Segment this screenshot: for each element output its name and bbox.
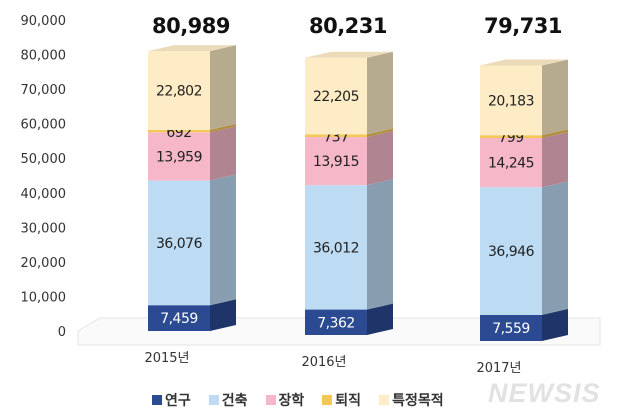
newsis-watermark: NEWSIS [488, 378, 601, 408]
y-tick-label: 10,000 [21, 290, 67, 305]
y-tick-label: 90,000 [21, 14, 67, 29]
bar-segment-side [542, 59, 568, 136]
bar-top-face [305, 51, 393, 58]
legend-label: 특정목적 [392, 393, 444, 409]
bar-value-label: 20,183 [488, 93, 534, 109]
bar-segment-front [148, 305, 210, 331]
bar-value-label: 7,459 [160, 311, 198, 327]
bar-segment-front [305, 137, 367, 186]
legend-swatch [208, 395, 219, 405]
bar-segment-front [305, 309, 367, 335]
bar-segment-side [210, 299, 236, 331]
bar-value-label: 14,245 [488, 156, 534, 172]
x-category-label: 2017년 [476, 361, 521, 376]
bar-total-label: 79,731 [484, 14, 562, 38]
bar-value-label: 7,362 [317, 315, 355, 331]
bar-top-face [148, 45, 236, 52]
bar-segment-side [542, 308, 568, 341]
bar-value-label: 22,802 [156, 84, 202, 100]
y-tick-label: 60,000 [21, 118, 67, 133]
bar-value-label: 36,076 [156, 236, 203, 252]
bar-segment-front [480, 135, 542, 138]
bar-segment-front [480, 137, 542, 188]
legend-swatch [379, 395, 390, 405]
bar-value-label: 22,205 [313, 89, 359, 105]
bar-value-label: 36,012 [313, 240, 359, 256]
bar-top-face [480, 59, 568, 66]
legend-item: 장학 [265, 390, 305, 410]
y-tick-label: 70,000 [21, 83, 67, 98]
y-tick-label: 40,000 [21, 187, 67, 202]
bar-segment-side [210, 45, 236, 130]
bar-segment-front [148, 180, 210, 306]
bar-segment-side [210, 123, 236, 133]
bar-value-label: 36,946 [488, 244, 535, 260]
legend-label: 퇴직 [335, 393, 362, 409]
bar-segment-front [480, 187, 542, 315]
bar-segment-side [367, 51, 393, 135]
bar-segment-side [367, 131, 393, 186]
bar-segment-side [542, 129, 568, 138]
bar-segment-side [367, 303, 393, 335]
bar-value-label: 13,959 [156, 149, 202, 165]
bar-segment-front [305, 185, 367, 310]
legend-swatch [265, 395, 276, 405]
bar-segment-front [148, 129, 210, 133]
legend-item: 퇴직 [322, 390, 361, 410]
bar-total-label: 80,989 [152, 14, 230, 38]
bar-segment-side [367, 128, 393, 138]
legend-item: 건축 [208, 390, 248, 410]
bar-segment-front [480, 314, 542, 341]
bar-segment-front [480, 65, 542, 136]
bar-segment-side [210, 126, 236, 181]
legend-item: 특정목적 [379, 390, 444, 410]
bar-segment-side [210, 174, 236, 306]
y-tick-label: 80,000 [21, 49, 67, 64]
y-tick-label: 50,000 [21, 152, 67, 167]
legend-item: 연구 [152, 390, 191, 410]
legend-label: 연구 [165, 393, 191, 409]
bar-segment-front [305, 57, 367, 135]
legend-label: 건축 [221, 393, 248, 409]
bar-segment-side [367, 179, 393, 310]
bar-segment-front [148, 51, 210, 130]
bar-value-label: 7,559 [492, 321, 530, 337]
y-tick-label: 20,000 [21, 256, 67, 271]
x-category-label: 2016년 [301, 355, 346, 370]
legend-swatch [322, 395, 333, 405]
bar-total-label: 80,231 [309, 14, 387, 38]
bar-segment-front [148, 132, 210, 181]
legend-label: 장학 [278, 393, 305, 409]
bar-segment-side [542, 181, 568, 315]
bar-segment-side [542, 131, 568, 188]
bar-value-label: 13,915 [313, 154, 359, 170]
legend: 연구 건축 장학 퇴직 특정목적 [152, 390, 444, 410]
y-tick-label: 30,000 [21, 221, 67, 236]
legend-swatch [152, 395, 162, 405]
bar-segment-front [305, 134, 367, 138]
y-tick-label: 0 [58, 325, 66, 340]
x-category-label: 2015년 [144, 351, 189, 366]
